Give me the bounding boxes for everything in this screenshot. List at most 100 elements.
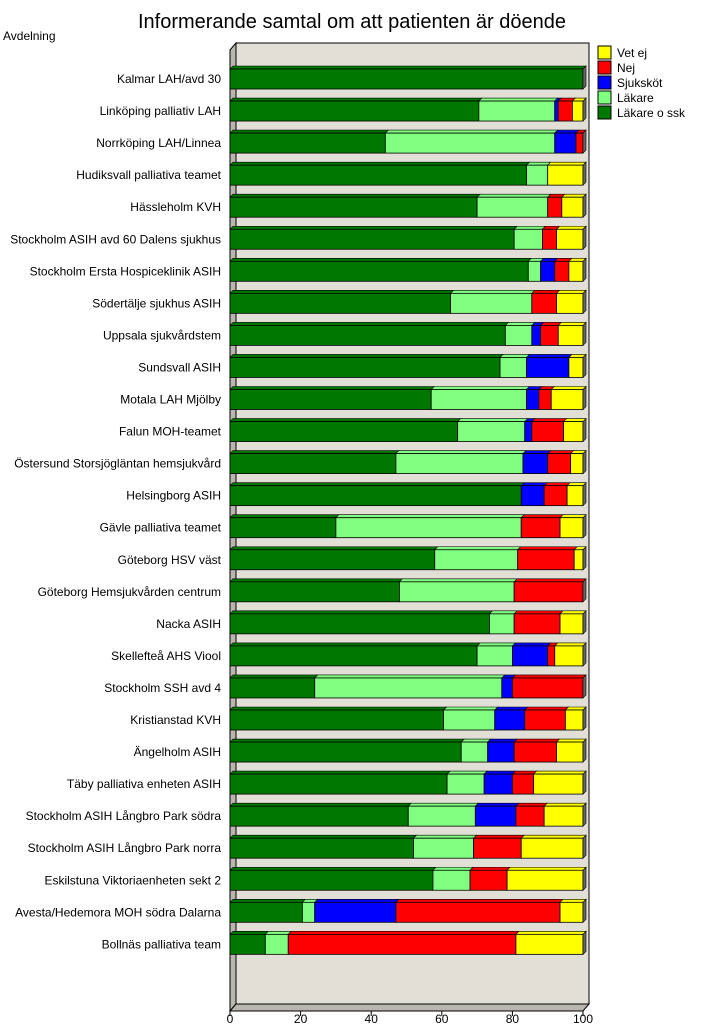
- chart-title: Informerande samtal om att patienten är …: [138, 11, 566, 33]
- category-label: Stockholm ASIH avd 60 Dalens sjukhus: [10, 232, 221, 246]
- bar-top-face: [522, 450, 552, 454]
- bar-segment: [229, 581, 400, 603]
- bar-top-face: [557, 322, 587, 326]
- bar-top-face: [511, 674, 587, 679]
- bar-segment: [301, 901, 316, 923]
- bar-segment: [543, 805, 584, 827]
- bar-top-face: [520, 514, 564, 519]
- bar-segment: [554, 132, 577, 154]
- bar-segment: [335, 517, 522, 539]
- bar-top-face: [229, 866, 437, 871]
- bar-segment: [564, 709, 584, 731]
- bar-top-face: [472, 834, 525, 839]
- x-tick-label: 40: [365, 1012, 379, 1026]
- category-label: Östersund Storsjögläntan hemsjukvård: [14, 457, 221, 471]
- bar-top-face: [520, 482, 548, 486]
- bar-segment: [547, 164, 584, 186]
- bar-top-face: [504, 322, 536, 326]
- bar-segment: [513, 613, 561, 635]
- bar-end-face: [582, 97, 587, 122]
- bar-segment: [526, 357, 570, 378]
- bar-segment: [229, 933, 266, 955]
- bar-end-face: [582, 385, 587, 411]
- bar-top-face: [532, 770, 587, 775]
- bar-top-face: [229, 931, 270, 935]
- bar-top-face: [229, 65, 587, 70]
- bar-segment: [314, 901, 397, 923]
- category-label: Stockholm ASIH Långbro Park norra: [28, 841, 222, 855]
- bar-segment: [513, 581, 584, 603]
- bar-segment: [395, 453, 524, 475]
- legend-label: Nej: [617, 61, 635, 75]
- category-label: Kalmar LAH/avd 30: [117, 72, 221, 86]
- bar-segment: [229, 741, 462, 763]
- bar-top-face: [524, 706, 570, 711]
- bar-end-face: [582, 225, 587, 250]
- bar-segment: [384, 132, 556, 154]
- bar-segment: [573, 549, 584, 571]
- bar-top-face: [229, 642, 481, 647]
- bar-segment: [566, 485, 584, 507]
- category-label: Falun MOH-teamet: [119, 425, 222, 439]
- bar-segment: [476, 645, 513, 667]
- bar-segment: [504, 324, 533, 346]
- bar-segment: [575, 132, 584, 154]
- bar-top-face: [555, 738, 587, 743]
- legend-label: Läkare: [617, 91, 654, 105]
- bar-segment: [314, 677, 503, 699]
- bar-segment: [469, 869, 508, 891]
- legend-swatch: [597, 75, 612, 90]
- bar-end-face: [582, 834, 587, 859]
- x-tick-label: 80: [506, 1012, 520, 1026]
- legend-swatch: [597, 90, 612, 105]
- bar-top-face: [474, 802, 520, 807]
- bar-segment: [531, 292, 557, 314]
- category-label: Uppsala sjukvårdstem: [103, 328, 221, 342]
- bar-end-face: [582, 193, 587, 218]
- bar-segment: [568, 357, 584, 378]
- bar-top-face: [550, 386, 587, 390]
- bar-segment: [229, 901, 303, 923]
- bar-segment: [538, 389, 552, 410]
- bar-top-face: [442, 706, 499, 711]
- bar-segment: [229, 485, 522, 507]
- bar-segment: [554, 100, 559, 122]
- bar-top-face: [229, 354, 504, 358]
- bar-end-face: [582, 417, 587, 443]
- bar-top-face: [515, 802, 548, 807]
- bar-top-face: [562, 418, 587, 422]
- bar-top-face: [407, 802, 480, 807]
- bar-top-face: [229, 610, 494, 615]
- bar-top-face: [229, 706, 448, 711]
- bar-segment: [568, 260, 584, 282]
- bar-end-face: [582, 674, 587, 699]
- category-label: Bollnäs palliativa team: [102, 937, 221, 951]
- bar-segment: [413, 837, 474, 859]
- bar-top-face: [229, 418, 462, 422]
- plot-floor: [228, 1003, 591, 1012]
- bar-top-face: [494, 706, 529, 711]
- bar-segment: [533, 773, 584, 795]
- bar-segment: [229, 324, 506, 346]
- bar-top-face: [559, 898, 587, 903]
- bar-top-face: [554, 129, 580, 134]
- bar-segment: [561, 196, 584, 218]
- bar-top-face: [531, 290, 561, 294]
- bar-segment: [229, 869, 434, 891]
- bar-top-face: [525, 161, 552, 166]
- bar-top-face: [546, 450, 575, 454]
- bar-segment: [522, 453, 549, 475]
- bar-end-face: [582, 738, 587, 763]
- bar-segment: [229, 357, 501, 378]
- bar-segment: [559, 517, 584, 539]
- bar-top-face: [229, 482, 525, 486]
- bar-top-face: [561, 193, 587, 198]
- bar-top-face: [511, 642, 552, 647]
- category-label: Stockholm ASIH Långbro Park södra: [26, 809, 222, 823]
- bar-top-face: [539, 322, 563, 326]
- bar-segment: [432, 869, 471, 891]
- bar-top-face: [525, 354, 573, 358]
- bar-segment: [474, 805, 517, 827]
- bar-segment: [450, 292, 533, 314]
- category-label: Helsingborg ASIH: [126, 489, 221, 503]
